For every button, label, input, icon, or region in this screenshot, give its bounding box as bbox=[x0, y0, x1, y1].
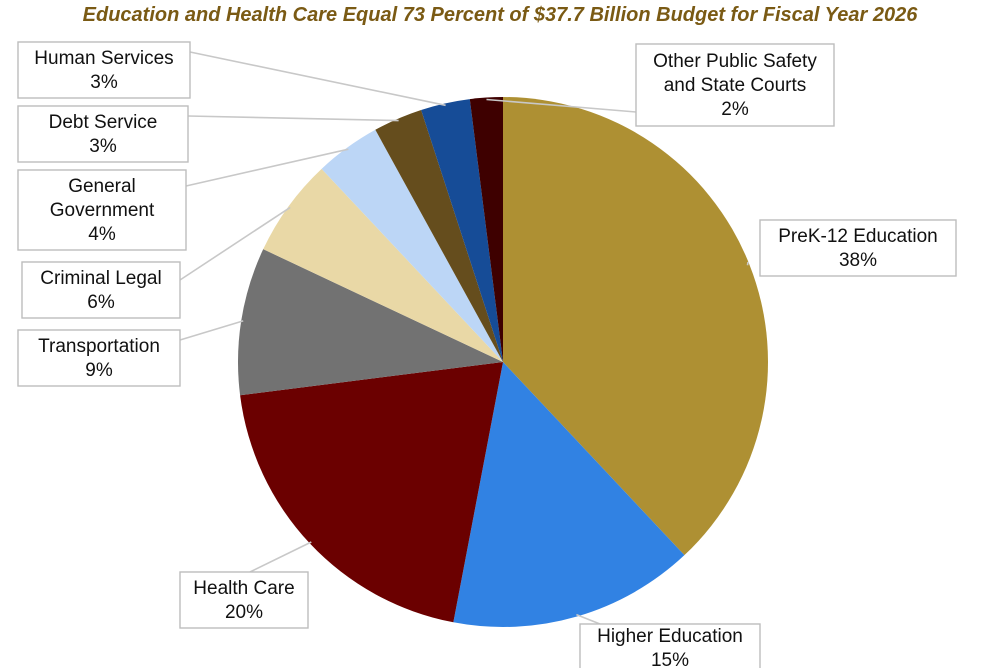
slice-name-label: General bbox=[68, 176, 136, 197]
slice-name-label: Criminal Legal bbox=[40, 268, 161, 289]
slice-name-label: Human Services bbox=[34, 48, 173, 69]
label-box bbox=[579, 623, 761, 668]
pie-slices bbox=[238, 97, 768, 628]
leader-line bbox=[576, 613, 601, 625]
slice-label: Debt Service 3% bbox=[17, 105, 189, 163]
slice-value-label: 3% bbox=[89, 136, 117, 157]
slice-label: Other Public Safety and State Courts 2% bbox=[635, 43, 835, 127]
leader-line bbox=[179, 206, 291, 281]
slice-name-label: Health Care bbox=[193, 578, 294, 599]
leader-line bbox=[746, 261, 749, 266]
slice-name-label: Government bbox=[50, 200, 155, 221]
leader-line bbox=[189, 51, 446, 107]
slice-label: General Government 4% bbox=[17, 169, 187, 251]
pie-slice-transportation bbox=[238, 249, 504, 396]
label-box bbox=[21, 261, 181, 319]
slice-name-label: Higher Education bbox=[597, 626, 743, 647]
slice-label: Criminal Legal 6% bbox=[21, 261, 181, 319]
label-box bbox=[17, 329, 181, 387]
pie-slice-human-services bbox=[421, 99, 503, 362]
leader-line bbox=[486, 98, 637, 113]
pie-slice-other-public-safety-and-state-courts bbox=[469, 97, 503, 362]
pie-slice-health-care bbox=[240, 362, 503, 623]
label-box bbox=[635, 43, 835, 127]
label-box bbox=[17, 41, 191, 99]
slice-label: Human Services 3% bbox=[17, 41, 191, 99]
slice-value-label: 2% bbox=[721, 99, 749, 120]
leader-lines bbox=[179, 51, 749, 625]
slice-value-label: 6% bbox=[87, 292, 115, 313]
slice-label: Higher Education 15% bbox=[579, 623, 761, 668]
pie-slice-prek-12-education bbox=[503, 97, 768, 556]
leader-line bbox=[187, 115, 399, 122]
chart-title: Education and Health Care Equal 73 Perce… bbox=[82, 4, 918, 26]
leader-line bbox=[179, 320, 244, 341]
leader-line bbox=[249, 541, 312, 573]
label-box bbox=[179, 571, 309, 629]
pie-slice-debt-service bbox=[375, 109, 503, 362]
slice-name-label: Debt Service bbox=[49, 112, 158, 133]
slice-name-label: Transportation bbox=[38, 336, 160, 357]
slice-value-label: 9% bbox=[85, 360, 113, 381]
slice-label: Health Care 20% bbox=[179, 571, 309, 629]
leader-line bbox=[185, 148, 349, 187]
label-box bbox=[17, 105, 189, 163]
slice-name-label: PreK-12 Education bbox=[778, 226, 938, 247]
pie-slice-criminal-legal bbox=[263, 168, 503, 362]
label-box bbox=[17, 169, 187, 251]
slice-value-label: 4% bbox=[88, 224, 116, 245]
pie-slice-general-government bbox=[321, 129, 503, 362]
slice-name-label: Other Public Safety bbox=[653, 51, 817, 72]
slice-name-label: and State Courts bbox=[664, 75, 807, 96]
slice-value-label: 20% bbox=[225, 602, 263, 623]
slice-value-label: 3% bbox=[90, 72, 118, 93]
label-box bbox=[759, 219, 957, 277]
slice-label: PreK-12 Education 38% bbox=[759, 219, 957, 277]
pie-slice-higher-education bbox=[453, 362, 685, 628]
slice-label: Transportation 9% bbox=[17, 329, 181, 387]
slice-value-label: 38% bbox=[839, 250, 877, 271]
slice-value-label: 15% bbox=[651, 650, 689, 668]
